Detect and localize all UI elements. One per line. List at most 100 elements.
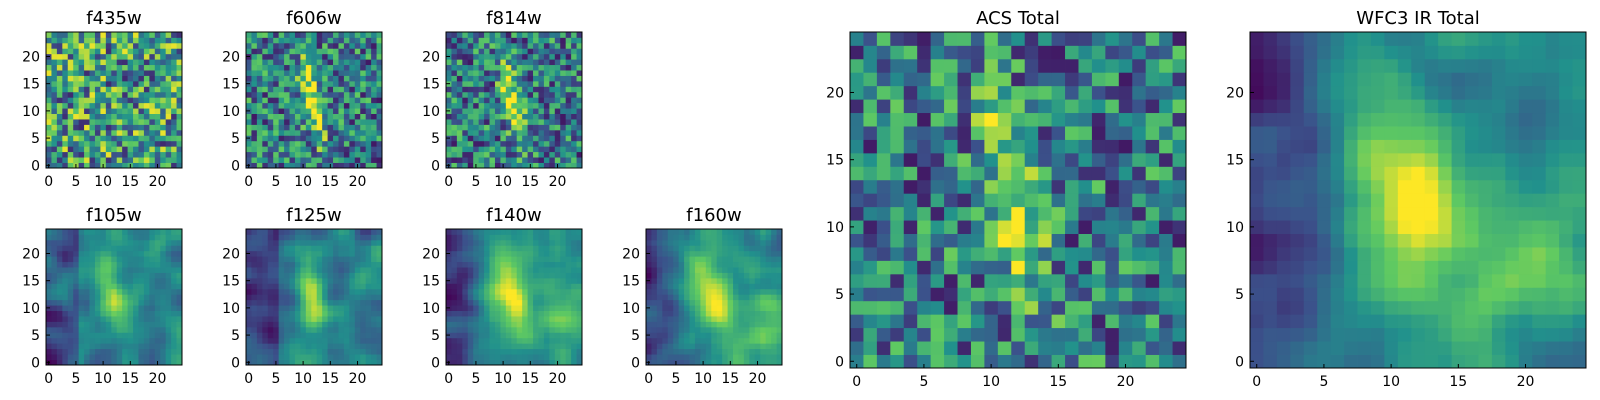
heatmap-cell	[284, 48, 290, 55]
heatmap-cell	[478, 343, 485, 350]
heatmap-cell	[149, 129, 156, 136]
heatmap-cell	[300, 140, 307, 147]
heatmap-cell	[51, 140, 58, 147]
heatmap-cell	[754, 305, 761, 311]
heatmap-cell	[462, 124, 469, 131]
heatmap-cell	[560, 32, 567, 38]
heatmap-cell	[154, 305, 161, 311]
heatmap-cell	[711, 326, 718, 333]
heatmap-cell	[133, 250, 139, 257]
heatmap-cell	[343, 129, 350, 136]
heatmap-cell	[478, 140, 485, 147]
heatmap-cell	[716, 267, 723, 273]
heatmap-cell	[500, 272, 507, 279]
heatmap-cell	[516, 140, 523, 147]
heatmap-cell	[62, 239, 69, 246]
heatmap-cell	[484, 316, 490, 322]
heatmap-cell	[656, 305, 663, 311]
heatmap-cell	[284, 316, 290, 322]
heatmap-cell	[694, 234, 701, 241]
heatmap-cell	[284, 239, 290, 246]
heatmap-cell	[100, 250, 107, 257]
heatmap-cell	[354, 42, 361, 49]
heatmap-cell	[78, 48, 85, 55]
heatmap-cell	[505, 102, 512, 109]
heatmap-cell	[451, 310, 458, 317]
heatmap-cell	[667, 256, 674, 263]
heatmap-cell	[511, 229, 518, 235]
heatmap-cell	[970, 314, 985, 329]
heatmap-cell	[527, 140, 534, 147]
heatmap-cell	[565, 337, 572, 344]
heatmap-cell	[343, 75, 350, 82]
heatmap-cell	[51, 299, 58, 306]
heatmap-cell	[494, 48, 501, 55]
heatmap-cell	[84, 288, 90, 295]
heatmap-cell	[273, 245, 280, 252]
heatmap-cell	[316, 261, 323, 268]
heatmap-cell	[171, 256, 177, 263]
heatmap-cell	[165, 59, 172, 66]
heatmap-cell	[349, 140, 356, 147]
heatmap-cell	[516, 42, 523, 49]
heatmap-cell	[376, 135, 383, 142]
heatmap-cell	[333, 32, 339, 38]
heatmap-cell	[94, 70, 101, 76]
heatmap-cell	[333, 37, 339, 44]
heatmap-cell	[360, 48, 367, 55]
heatmap-cell	[278, 326, 285, 333]
heatmap-cell	[371, 310, 377, 317]
heatmap-cell	[489, 32, 496, 38]
heatmap-cell	[456, 294, 463, 301]
heatmap-cell	[571, 256, 577, 263]
heatmap-cell	[94, 310, 101, 317]
heatmap-cell	[278, 129, 285, 136]
heatmap-cell	[716, 337, 723, 344]
heatmap-cell	[62, 162, 69, 169]
heatmap-cell	[673, 283, 680, 290]
heatmap-cell	[154, 337, 161, 344]
heatmap-cell	[278, 245, 285, 252]
heatmap-cell	[62, 42, 69, 49]
heatmap-cell	[376, 229, 383, 235]
heatmap-cell	[890, 206, 905, 221]
heatmap-cell	[278, 32, 285, 38]
heatmap-cell	[343, 59, 350, 66]
heatmap-cell	[154, 37, 161, 44]
heatmap-cell	[678, 337, 685, 344]
y-tick-label: 10	[622, 301, 640, 317]
heatmap-cell	[678, 305, 685, 311]
heatmap-cell	[527, 119, 534, 125]
heatmap-cell	[246, 157, 252, 163]
heatmap-cell	[543, 261, 550, 268]
heatmap-cell	[527, 97, 534, 104]
heatmap-cell	[511, 75, 518, 82]
heatmap-cell	[462, 48, 469, 55]
heatmap-cell	[105, 250, 112, 257]
heatmap-cell	[673, 299, 680, 306]
heatmap-cell	[267, 250, 274, 257]
heatmap-cell	[1132, 273, 1147, 288]
heatmap-cell	[656, 229, 663, 235]
heatmap-cell	[273, 316, 280, 322]
heatmap-cell	[105, 261, 112, 268]
heatmap-cell	[78, 234, 85, 241]
heatmap-cell	[500, 277, 507, 284]
heatmap-cell	[876, 139, 891, 154]
heatmap-cell	[560, 129, 567, 136]
heatmap-cell	[776, 234, 783, 241]
heatmap-cell	[376, 299, 383, 306]
heatmap-cell	[505, 86, 512, 93]
heatmap-cell	[46, 140, 52, 147]
heatmap-cell	[246, 256, 252, 263]
heatmap-cell	[333, 97, 339, 104]
heatmap-cell	[256, 59, 263, 66]
heatmap-cell	[138, 32, 145, 38]
heatmap-cell	[1038, 273, 1052, 288]
heatmap-cell	[322, 151, 328, 158]
heatmap-cell	[694, 299, 701, 306]
heatmap-cell	[711, 239, 718, 246]
heatmap-cell	[160, 359, 167, 366]
heatmap-cell	[305, 310, 312, 317]
